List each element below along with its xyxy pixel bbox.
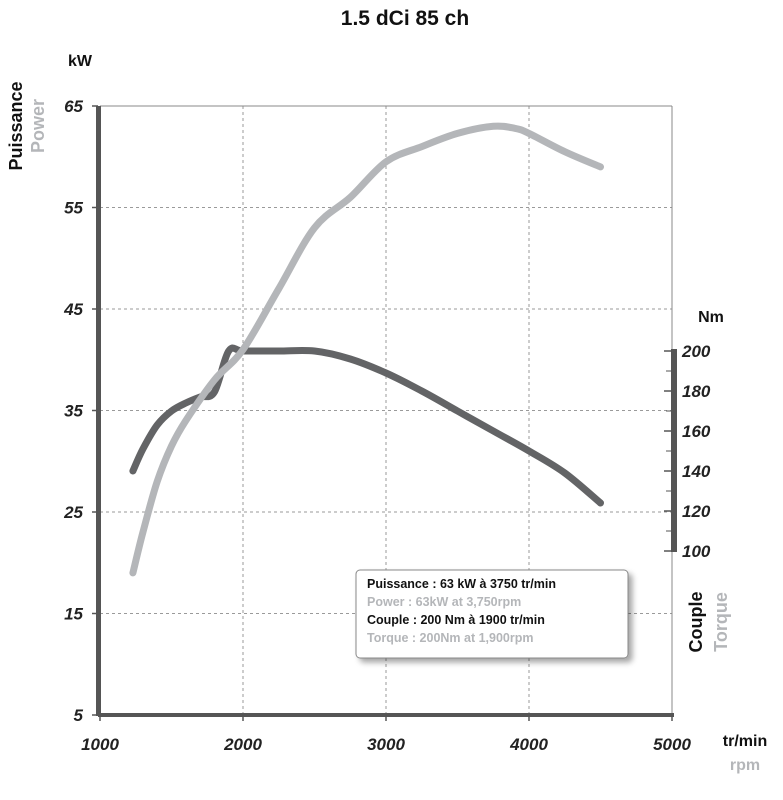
legend: Puissance : 63 kW à 3750 tr/min Power : …: [355, 569, 629, 659]
left-axis-unit: kW: [68, 53, 93, 70]
right-tick-label: 180: [682, 382, 711, 401]
right-axis-title-secondary: Torque: [711, 592, 731, 652]
left-tick-label: 5: [74, 706, 84, 725]
left-axis-title: Puissance: [6, 81, 26, 170]
series-line-torque: [129, 344, 604, 507]
left-tick-label: 45: [63, 300, 83, 319]
legend-box: [355, 569, 629, 659]
x-tick-label: 5000: [653, 735, 691, 754]
right-axis-title: Couple: [686, 592, 706, 653]
x-axis-ticks: 1000 2000 3000 4000 5000: [81, 715, 691, 754]
right-tick-label: 140: [682, 462, 711, 481]
x-axis-title-secondary: rpm: [730, 757, 760, 774]
left-axis-line: [96, 106, 101, 716]
left-tick-label: 55: [64, 199, 83, 218]
series-line-power: [129, 122, 604, 577]
left-tick-label: 25: [63, 503, 83, 522]
x-tick-label: 4000: [509, 735, 548, 754]
left-tick-label: 35: [64, 402, 83, 421]
chart-title: 1.5 dCi 85 ch: [341, 7, 469, 30]
right-tick-label: 100: [682, 542, 711, 561]
right-axis-ticks: 200 180 160 140 120 100: [664, 342, 711, 561]
x-tick-label: 1000: [81, 735, 119, 754]
legend-line-power-en: Power : 63kW at 3,750rpm: [367, 595, 521, 609]
legend-line-torque-en: Torque : 200Nm at 1,900rpm: [367, 631, 534, 645]
left-axis-ticks: 65 55 45 35 25 15 5: [63, 97, 98, 725]
right-tick-label: 120: [682, 502, 711, 521]
left-axis-title-secondary: Power: [28, 99, 48, 153]
right-tick-label: 200: [681, 342, 711, 361]
legend-line-torque-fr: Couple : 200 Nm à 1900 tr/min: [367, 613, 545, 627]
left-tick-label: 15: [64, 605, 83, 624]
right-tick-label: 160: [682, 422, 711, 441]
x-axis-title: tr/min: [723, 733, 767, 750]
series-lines: [129, 122, 604, 577]
x-tick-label: 3000: [367, 735, 405, 754]
right-axis-line: [671, 349, 677, 552]
legend-line-power-fr: Puissance : 63 kW à 3750 tr/min: [367, 577, 556, 591]
x-tick-label: 2000: [223, 735, 262, 754]
right-axis-unit: Nm: [698, 309, 724, 326]
left-tick-label: 65: [64, 97, 83, 116]
